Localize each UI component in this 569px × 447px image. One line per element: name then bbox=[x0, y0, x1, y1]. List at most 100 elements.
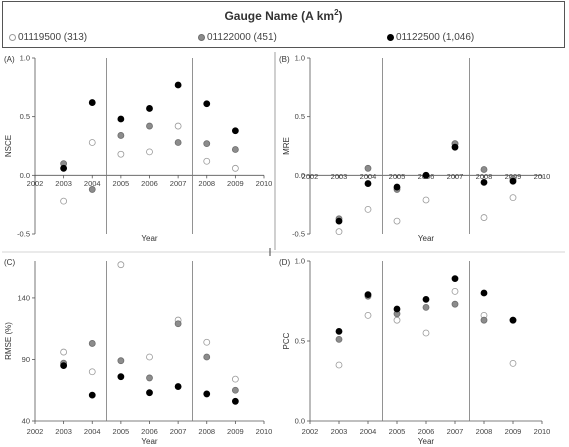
y-tick-label: 0.0 bbox=[295, 171, 305, 180]
data-point-series-3 bbox=[231, 397, 239, 405]
y-tick-label: 0.0 bbox=[295, 417, 305, 426]
data-point-series-2 bbox=[174, 139, 182, 146]
x-tick-label: 2006 bbox=[141, 179, 158, 188]
data-point-series-3 bbox=[422, 171, 430, 179]
x-axis-title: Year bbox=[418, 437, 435, 446]
x-tick-label: 2009 bbox=[227, 427, 244, 436]
data-point-series-3 bbox=[335, 217, 343, 225]
x-tick-label: 2003 bbox=[331, 172, 348, 181]
y-tick-label: 0.5 bbox=[20, 112, 30, 121]
x-tick-label: 2010 bbox=[534, 172, 551, 181]
y-tick-label: -0.5 bbox=[292, 230, 305, 239]
x-tick-label: 2003 bbox=[55, 427, 72, 436]
data-point-series-3 bbox=[509, 316, 517, 324]
x-tick-label: 2005 bbox=[389, 172, 406, 181]
data-point-series-3 bbox=[451, 143, 459, 151]
y-axis-title: RMSE (%) bbox=[4, 322, 13, 360]
data-point-series-2 bbox=[174, 320, 182, 328]
data-point-series-1 bbox=[364, 205, 372, 213]
data-point-series-3 bbox=[393, 183, 401, 191]
x-tick-label: 2010 bbox=[256, 427, 273, 436]
legend-label-01122500: 01122500 (1,046) bbox=[396, 32, 475, 43]
data-point-series-3 bbox=[117, 115, 125, 123]
panel-label: (A) bbox=[4, 55, 15, 64]
data-point-series-1 bbox=[364, 311, 372, 319]
legend-item-01122000: 01122000 (451) bbox=[198, 32, 277, 43]
x-tick-label: 2008 bbox=[198, 179, 215, 188]
data-point-series-2 bbox=[146, 122, 153, 130]
legend-label-01122000: 01122000 (451) bbox=[207, 32, 277, 43]
x-tick-label: 2010 bbox=[534, 427, 551, 436]
y-tick-label: 40 bbox=[22, 417, 30, 426]
data-point-series-1 bbox=[509, 194, 517, 202]
legend-title-end: ) bbox=[338, 9, 343, 23]
data-point-series-3 bbox=[117, 373, 125, 381]
x-axis-title: Year bbox=[141, 437, 158, 446]
data-point-series-2 bbox=[117, 357, 125, 365]
data-point-series-1 bbox=[451, 287, 459, 295]
y-axis-title: NSCE bbox=[4, 135, 13, 157]
data-point-series-2 bbox=[231, 386, 239, 394]
x-tick-label: 2010 bbox=[256, 179, 273, 188]
data-point-series-2 bbox=[364, 164, 372, 172]
y-tick-label: 0.5 bbox=[295, 337, 305, 346]
data-point-series-1 bbox=[480, 214, 488, 221]
data-point-series-3 bbox=[393, 305, 401, 313]
x-tick-label: 2007 bbox=[170, 179, 187, 188]
x-axis-title: Year bbox=[418, 234, 435, 243]
panel-label: (D) bbox=[279, 258, 290, 267]
data-point-series-2 bbox=[88, 186, 96, 193]
panel-4: 0.0 0.5 1.0 2002 2003 2004 2005 2006 2007 2008 200… bbox=[279, 257, 550, 447]
x-tick-label: 2009 bbox=[505, 427, 522, 436]
data-point-series-3 bbox=[335, 327, 343, 335]
legend-item-01119500: 01119500 (313) bbox=[9, 32, 87, 43]
x-tick-label: 2004 bbox=[84, 427, 101, 436]
y-axis-title: MRE bbox=[282, 137, 291, 155]
y-tick-label: 140 bbox=[17, 293, 30, 302]
data-point-series-2 bbox=[422, 303, 430, 311]
legend-swatch-01119500 bbox=[9, 34, 16, 41]
data-point-series-1 bbox=[146, 353, 153, 361]
data-point-series-1 bbox=[335, 361, 343, 369]
y-axis-title: PCC bbox=[282, 332, 291, 349]
x-tick-label: 2008 bbox=[476, 427, 493, 436]
data-point-series-3 bbox=[88, 99, 96, 106]
data-point-series-2 bbox=[231, 146, 239, 153]
panel-label: (B) bbox=[279, 55, 290, 64]
x-tick-label: 2002 bbox=[27, 179, 44, 188]
x-tick-label: 2008 bbox=[198, 427, 215, 436]
x-tick-label: 2003 bbox=[331, 427, 348, 436]
x-tick-label: 2007 bbox=[447, 172, 464, 181]
data-point-series-2 bbox=[480, 166, 488, 173]
y-tick-label: -0.5 bbox=[17, 230, 30, 239]
legend-title-sup: 2 bbox=[334, 8, 339, 17]
x-tick-label: 2008 bbox=[476, 172, 493, 181]
panel-label: (C) bbox=[4, 258, 15, 267]
data-point-series-3 bbox=[88, 391, 96, 399]
data-point-series-3 bbox=[203, 390, 211, 398]
data-point-series-3 bbox=[364, 291, 372, 299]
data-point-series-2 bbox=[451, 300, 459, 308]
data-point-series-1 bbox=[509, 359, 517, 367]
data-point-series-1 bbox=[60, 348, 68, 356]
data-point-series-3 bbox=[480, 289, 488, 297]
legend-swatch-01122500 bbox=[387, 34, 394, 41]
legend-label-01119500: 01119500 (313) bbox=[18, 32, 88, 43]
data-point-series-1 bbox=[117, 261, 125, 269]
x-tick-label: 2004 bbox=[84, 179, 101, 188]
data-point-series-3 bbox=[451, 275, 459, 283]
data-point-series-1 bbox=[117, 150, 125, 158]
x-tick-label: 2005 bbox=[113, 427, 130, 436]
data-point-series-3 bbox=[231, 127, 239, 135]
data-point-series-1 bbox=[203, 338, 211, 346]
y-tick-label: 0.5 bbox=[295, 112, 305, 121]
data-point-series-3 bbox=[174, 81, 182, 89]
data-point-series-1 bbox=[88, 368, 96, 376]
data-point-series-2 bbox=[335, 335, 343, 343]
data-point-series-2 bbox=[480, 316, 488, 324]
x-tick-label: 2004 bbox=[360, 427, 377, 436]
data-point-series-3 bbox=[203, 100, 211, 108]
x-tick-label: 2002 bbox=[302, 427, 319, 436]
y-tick-label: 90 bbox=[22, 355, 30, 364]
